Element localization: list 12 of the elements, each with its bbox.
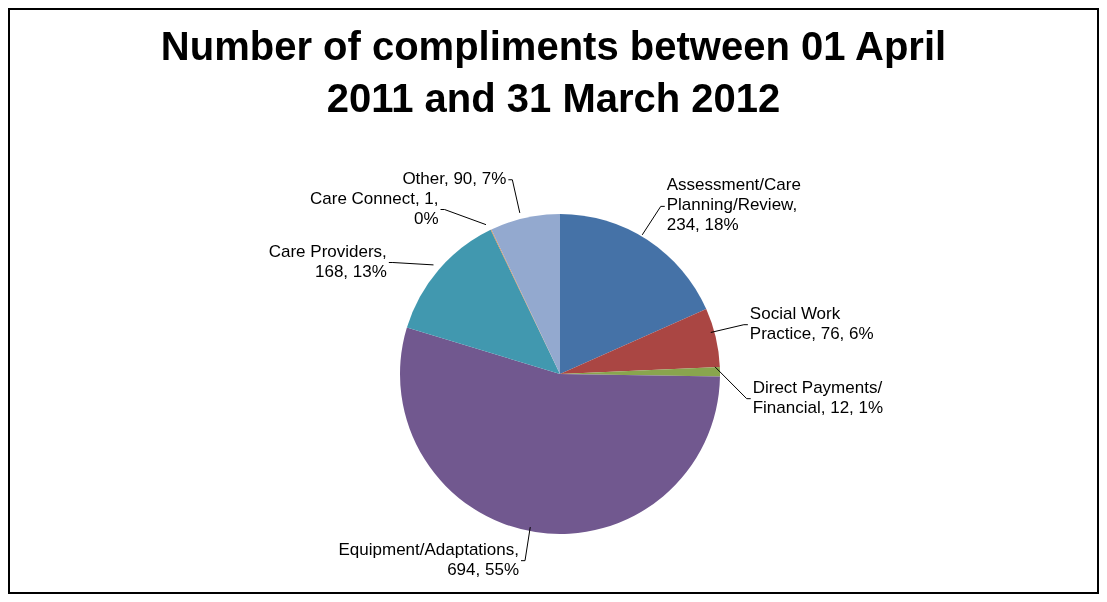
pie-slice — [400, 327, 720, 534]
slice-label: Equipment/Adaptations, 694, 55% — [338, 540, 520, 580]
slice-label: Other, 90, 7% — [402, 169, 507, 189]
chart-title: Number of compliments between 01 April 2011 and 31 March 2012 — [159, 23, 948, 122]
pie-slice — [560, 309, 720, 374]
slice-label: Care Providers, 168, 13% — [268, 241, 387, 281]
slice-label: Care Connect, 1, 0% — [310, 189, 439, 228]
pie-slice — [560, 214, 707, 374]
pie-slice — [406, 229, 560, 374]
slice-label: Social Work Practice, 76, 6% — [749, 304, 874, 344]
slice-label: Direct Payments/ Financial, 12, 1% — [752, 378, 884, 418]
slice-label: Assessment/Care Planning/Review, 234, 18% — [666, 175, 801, 235]
